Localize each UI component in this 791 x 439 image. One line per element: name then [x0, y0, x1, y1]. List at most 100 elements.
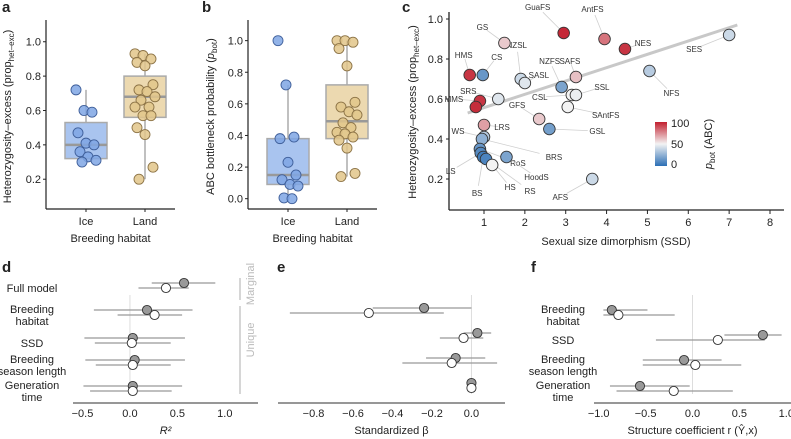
x-tick-label: 6 — [685, 217, 691, 229]
estimate-point-open — [446, 357, 457, 369]
estimate-point-open — [127, 359, 138, 371]
data-point — [129, 101, 141, 113]
x-tick-label: −1.0 — [588, 408, 610, 420]
x-tick-label: −0.4 — [382, 408, 404, 420]
y-tick-label: 0.4 — [228, 130, 243, 142]
panel-letter: c — [402, 0, 410, 16]
point-label: SSL — [594, 83, 610, 92]
y-tick-label: 0.2 — [428, 174, 443, 186]
panel-c: c 0.2 0.4 0.6 0.8 1.0 1 2 3 4 5 6 7 8 Sexual size dimo… — [402, 0, 784, 248]
estimate-point-open — [127, 385, 138, 397]
panel-letter: d — [2, 259, 11, 276]
panel-letter: a — [2, 0, 11, 16]
row-label: Generation — [536, 380, 590, 392]
data-point — [280, 79, 292, 91]
x-tick-label: 0.0 — [122, 408, 137, 420]
data-point — [337, 117, 349, 129]
data-point-gs — [498, 36, 511, 50]
data-point — [349, 167, 361, 179]
data-point — [347, 131, 359, 143]
point-label: CSL — [532, 93, 548, 102]
data-point — [149, 91, 161, 103]
label-leader — [481, 138, 540, 154]
x-tick-label: Land — [133, 216, 157, 228]
data-point — [288, 131, 300, 143]
estimate-point-filled — [141, 304, 153, 316]
point-label: AntFS — [581, 5, 603, 14]
data-point — [335, 101, 347, 113]
x-axis-title: Standardized β — [354, 425, 428, 437]
y-tick-label: 0.8 — [428, 54, 443, 66]
x-axis-title: Structure coefficient r (Ŷ,x) — [627, 424, 757, 437]
data-point — [131, 122, 143, 134]
data-point-hs — [485, 158, 499, 172]
row-label: Breeding — [541, 304, 585, 316]
y-tick-label: 0.4 — [26, 140, 41, 152]
x-tick-label: 7 — [726, 217, 732, 229]
point-label: SAntFS — [592, 111, 620, 120]
data-point-afs — [586, 172, 599, 186]
point-label: AFS — [552, 193, 568, 202]
estimate-point-filled — [757, 329, 768, 341]
estimate-point-filled — [472, 327, 483, 339]
data-point-santfs — [561, 100, 575, 114]
estimate-point-open — [363, 307, 374, 319]
data-point — [274, 133, 286, 145]
data-point-nes — [618, 42, 632, 56]
data-point — [76, 156, 88, 168]
y-tick-label: 0.8 — [26, 71, 41, 83]
x-tick-label: 1.0 — [779, 408, 791, 420]
data-point-nzfs — [555, 80, 568, 94]
data-point — [139, 60, 151, 72]
data-point-srs — [492, 92, 505, 106]
panel-letter: e — [277, 259, 285, 276]
y-tick-label: 0.6 — [228, 99, 243, 111]
side-label-unique: Unique — [245, 323, 257, 358]
x-tick-label: 0.0 — [464, 408, 479, 420]
point-label: RoS — [510, 159, 526, 168]
estimate-point-open — [126, 337, 137, 349]
point-label: BS — [472, 189, 483, 198]
data-point — [333, 43, 345, 54]
data-point — [292, 180, 304, 192]
point-label: GS — [477, 23, 489, 32]
data-point-mms — [469, 100, 483, 114]
y-tick-label: 1.0 — [26, 37, 41, 49]
label-leader — [549, 128, 588, 131]
point-label: HoodS — [524, 173, 548, 182]
row-label: Breeding — [10, 354, 54, 366]
x-tick-label: 4 — [604, 217, 610, 229]
row-label: habitat — [546, 316, 579, 328]
x-tick-label: 2 — [522, 217, 528, 229]
x-axis-title: Breeding habitat — [70, 233, 150, 245]
point-label: NZFS — [539, 57, 560, 66]
data-point — [282, 156, 294, 168]
y-tick-label: 0.8 — [228, 67, 243, 79]
x-tick-label: 0.5 — [170, 408, 185, 420]
x-tick-label: 0.5 — [732, 408, 747, 420]
row-label: habitat — [15, 316, 48, 328]
data-point-gfs — [532, 112, 546, 126]
point-label: NES — [635, 39, 651, 48]
panel-letter: b — [202, 0, 211, 16]
point-label: NZSL — [507, 41, 528, 50]
point-label: SAFS — [559, 57, 580, 66]
x-tick-label: 0.0 — [685, 408, 700, 420]
estimate-point-open — [712, 334, 723, 346]
x-tick-label: Ice — [79, 216, 94, 228]
estimate-point-filled — [679, 354, 690, 366]
data-point-hoods — [500, 150, 513, 164]
estimate-point-filled — [634, 380, 646, 392]
point-label: GFS — [509, 101, 525, 110]
y-tick-label: 1.0 — [228, 36, 243, 48]
panel-letter: f — [531, 259, 537, 276]
point-label: RS — [524, 187, 535, 196]
colorbar-tick-label: 50 — [671, 139, 683, 151]
data-point-antfs — [598, 32, 611, 46]
data-point-ssl — [569, 88, 583, 102]
x-tick-label: −0.6 — [342, 408, 364, 420]
data-point — [141, 86, 153, 98]
data-point-hms — [463, 68, 476, 82]
data-point-cs — [476, 68, 490, 82]
